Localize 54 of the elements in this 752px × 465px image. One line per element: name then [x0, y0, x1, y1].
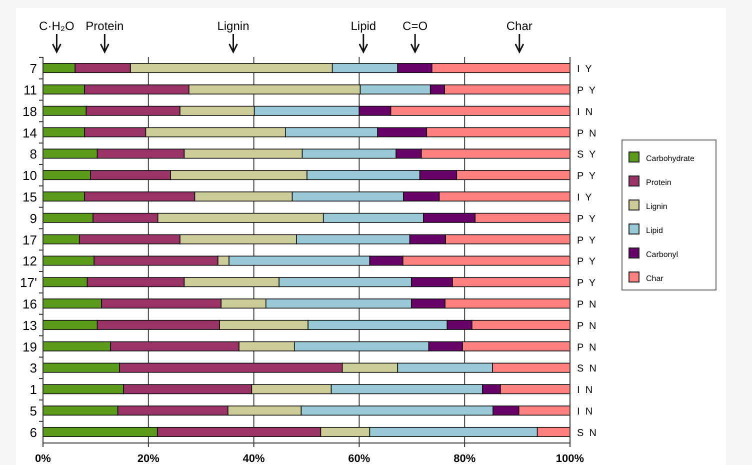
text: I Y [577, 192, 592, 204]
y-tick-label: 9 [30, 210, 37, 226]
text: P Y [577, 85, 596, 96]
text: P N [577, 128, 596, 140]
y-tick-label: 1 [30, 382, 37, 398]
y-tick-label: 8 [30, 146, 37, 162]
text: P Y [577, 235, 596, 246]
text: S N [577, 428, 596, 439]
x-tick-label: 20% [137, 453, 160, 465]
text: I N [577, 106, 593, 118]
text: P Y [577, 278, 596, 290]
y-tick-label: 3 [30, 360, 37, 376]
text: I N [577, 385, 593, 396]
text: P Y [577, 256, 596, 268]
y-tick-label: 19 [22, 339, 37, 354]
y-tick-label: 11 [24, 82, 37, 98]
y-tick-label: 15 [22, 189, 37, 204]
y-tick-label: 13 [22, 318, 37, 333]
text: S N [577, 364, 596, 375]
text: C·H₂O [39, 19, 74, 33]
text: I Y [577, 64, 592, 76]
text: P N [577, 342, 596, 354]
text: P Y [577, 214, 596, 225]
text: P N [577, 300, 596, 311]
y-tick-label: 16 [22, 296, 37, 312]
x-tick-label: 40% [242, 453, 266, 465]
y-tick-label: 17' [20, 275, 37, 290]
text: Lipid [350, 19, 376, 33]
x-tick-label: 80% [454, 453, 476, 465]
y-tick-label: 17 [22, 232, 37, 248]
text: P N [577, 320, 596, 332]
text: C=O [402, 19, 428, 33]
legend-label: Protein [646, 178, 672, 187]
y-tick-label: 6 [30, 424, 37, 440]
x-tick-label: 0% [35, 453, 52, 465]
legend-label: Lignin [646, 202, 668, 211]
y-tick-label: 7 [30, 61, 37, 76]
legend-label: Carbohydrate [646, 154, 696, 163]
y-tick-label: 18 [22, 104, 37, 119]
text: Lignin [217, 19, 250, 33]
text: S Y [577, 150, 596, 161]
y-tick-label: 10 [22, 168, 37, 184]
x-tick-label: 100% [556, 453, 584, 465]
text: I N [577, 406, 593, 418]
y-tick-label: 14 [22, 125, 37, 140]
x-tick-label: 60% [348, 453, 370, 465]
text: P Y [577, 171, 596, 182]
legend-label: Lipid [646, 226, 663, 235]
legend-label: Char [646, 274, 664, 283]
legend-label: Carbonyl [646, 250, 678, 259]
text: Char [506, 19, 532, 33]
y-tick-label: 12 [22, 254, 37, 269]
text: Protein [86, 19, 124, 33]
y-tick-label: 5 [30, 404, 37, 419]
